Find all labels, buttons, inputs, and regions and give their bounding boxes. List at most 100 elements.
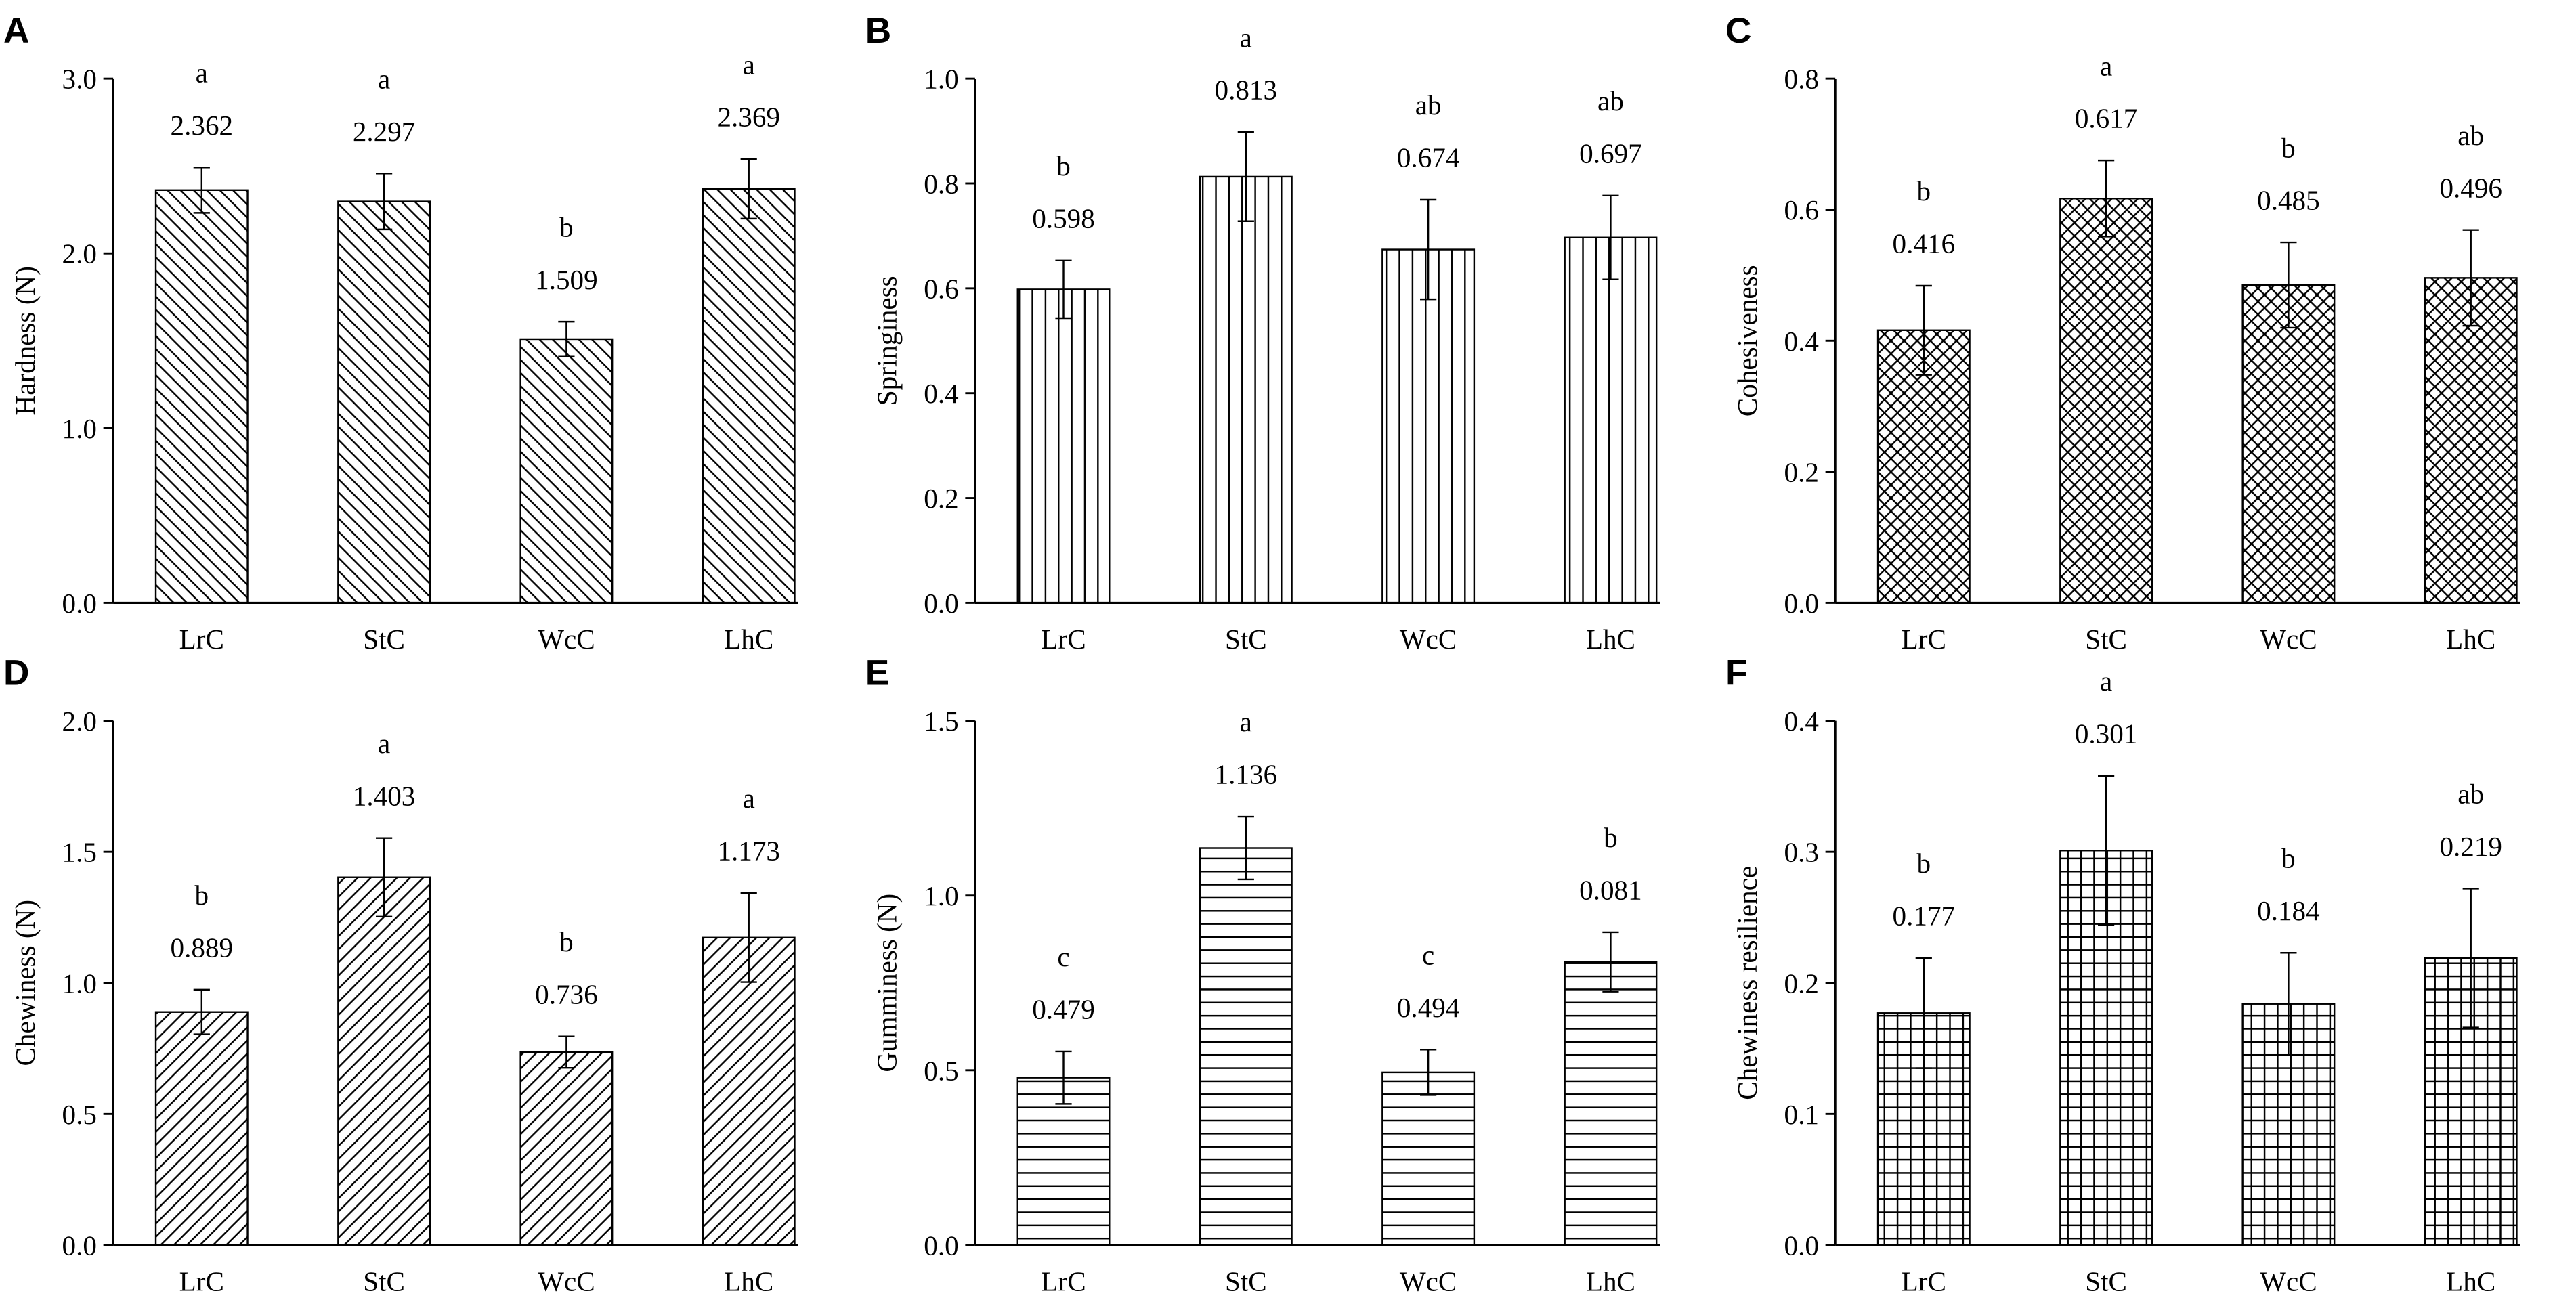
significance-letter: a: [743, 783, 755, 814]
value-label: 2.362: [171, 110, 234, 141]
y-tick-label: 1.5: [924, 705, 958, 737]
y-tick-label: 0.5: [62, 1099, 97, 1130]
x-tick-label: StC: [363, 1266, 405, 1297]
value-label: 1.403: [353, 780, 416, 811]
bar: [519, 338, 614, 604]
x-tick-label: StC: [1225, 624, 1267, 655]
value-label: 0.416: [1893, 228, 1956, 259]
significance-letter: c: [1057, 941, 1069, 972]
y-tick-label: 0.0: [62, 1230, 97, 1261]
y-tick-label: 0.6: [1784, 194, 1819, 225]
significance-letter: a: [1240, 706, 1252, 737]
x-tick-label: WcC: [1400, 624, 1457, 655]
panel-letter: F: [1725, 653, 1748, 693]
significance-letter: b: [2281, 842, 2296, 873]
significance-letter: ab: [2457, 120, 2484, 151]
y-tick-label: 0.5: [924, 1055, 958, 1086]
significance-letter: b: [1917, 175, 1931, 207]
significance-letter: a: [2100, 50, 2112, 81]
x-tick-label: WcC: [538, 624, 595, 655]
value-label: 0.617: [2075, 103, 2138, 134]
value-label: 0.301: [2075, 718, 2138, 749]
x-tick-label: StC: [1225, 1266, 1267, 1297]
y-tick-label: 0.8: [1784, 64, 1819, 95]
bar: [337, 200, 431, 604]
value-label: 0.177: [1893, 900, 1956, 932]
significance-letter: b: [1056, 150, 1071, 181]
y-tick-label: 1.0: [62, 968, 97, 999]
value-label: 1.136: [1215, 759, 1278, 790]
significance-letter: b: [559, 211, 574, 242]
significance-letter: b: [1604, 822, 1618, 853]
x-tick-label: WcC: [2260, 624, 2317, 655]
x-tick-label: StC: [2085, 624, 2127, 655]
y-tick-label: 0.4: [1784, 705, 1819, 737]
x-tick-label: LhC: [2446, 624, 2495, 655]
value-label: 0.697: [1579, 137, 1642, 169]
x-tick-label: WcC: [538, 1266, 595, 1297]
bar: [702, 936, 796, 1246]
panel-letter: E: [865, 653, 890, 693]
value-label: 0.485: [2257, 185, 2320, 216]
bar: [1016, 1077, 1111, 1246]
bar: [2059, 198, 2153, 604]
panel-letter: D: [3, 653, 29, 693]
y-tick-label: 1.0: [924, 64, 958, 95]
x-tick-label: WcC: [1400, 1266, 1457, 1297]
value-label: 0.081: [1579, 875, 1642, 906]
y-tick-label: 0.8: [924, 169, 958, 200]
x-tick-label: LhC: [1586, 624, 1635, 655]
significance-letter: a: [1240, 22, 1252, 53]
significance-letter: c: [1422, 940, 1434, 971]
y-tick-label: 1.0: [62, 413, 97, 444]
y-tick-label: 0.0: [924, 1230, 958, 1261]
y-axis-label: Hardness (N): [9, 266, 41, 415]
value-label: 0.479: [1032, 994, 1095, 1025]
bar: [337, 876, 431, 1246]
bar: [1564, 961, 1658, 1246]
y-tick-label: 2.0: [62, 705, 97, 737]
significance-letter: b: [195, 879, 209, 911]
value-label: 0.184: [2257, 895, 2320, 926]
significance-letter: a: [2100, 666, 2112, 697]
value-label: 0.496: [2439, 172, 2502, 203]
x-tick-label: LrC: [1041, 1266, 1086, 1297]
x-tick-label: LrC: [1041, 624, 1086, 655]
value-label: 0.813: [1215, 74, 1278, 106]
value-label: 0.736: [535, 978, 598, 1009]
y-tick-label: 0.2: [924, 483, 958, 514]
y-tick-label: 0.6: [924, 273, 958, 304]
y-axis-label: Chewiness (N): [9, 900, 41, 1066]
value-label: 0.494: [1397, 992, 1460, 1023]
x-tick-label: LhC: [1586, 1266, 1635, 1297]
y-tick-label: 0.1: [1784, 1099, 1819, 1130]
significance-letter: a: [743, 49, 755, 80]
y-tick-label: 0.0: [924, 588, 958, 619]
y-tick-label: 1.0: [924, 880, 958, 911]
value-label: 0.674: [1397, 142, 1460, 173]
y-tick-label: 0.0: [1784, 588, 1819, 619]
bar: [1016, 288, 1111, 604]
x-tick-label: LrC: [179, 624, 224, 655]
bar: [154, 1011, 249, 1246]
value-label: 2.369: [717, 102, 780, 133]
y-axis-label: Gumminess (N): [872, 894, 903, 1072]
y-tick-label: 0.0: [1784, 1230, 1819, 1261]
x-tick-label: LhC: [724, 624, 773, 655]
x-tick-label: LhC: [724, 1266, 773, 1297]
y-tick-label: 3.0: [62, 64, 97, 95]
x-tick-label: StC: [2085, 1266, 2127, 1297]
y-tick-label: 0.2: [1784, 456, 1819, 487]
bar: [702, 188, 796, 604]
significance-letter: ab: [2457, 779, 2484, 810]
y-axis-label: Chewiness resilience: [1732, 866, 1763, 1100]
y-tick-label: 0.4: [924, 378, 958, 409]
bar: [154, 189, 249, 604]
significance-letter: a: [196, 57, 208, 88]
x-tick-label: WcC: [2260, 1266, 2317, 1297]
significance-letter: b: [2281, 132, 2296, 163]
bar: [2424, 277, 2518, 604]
significance-letter: b: [559, 926, 574, 957]
y-tick-label: 0.4: [1784, 326, 1819, 357]
value-label: 2.297: [353, 116, 416, 147]
